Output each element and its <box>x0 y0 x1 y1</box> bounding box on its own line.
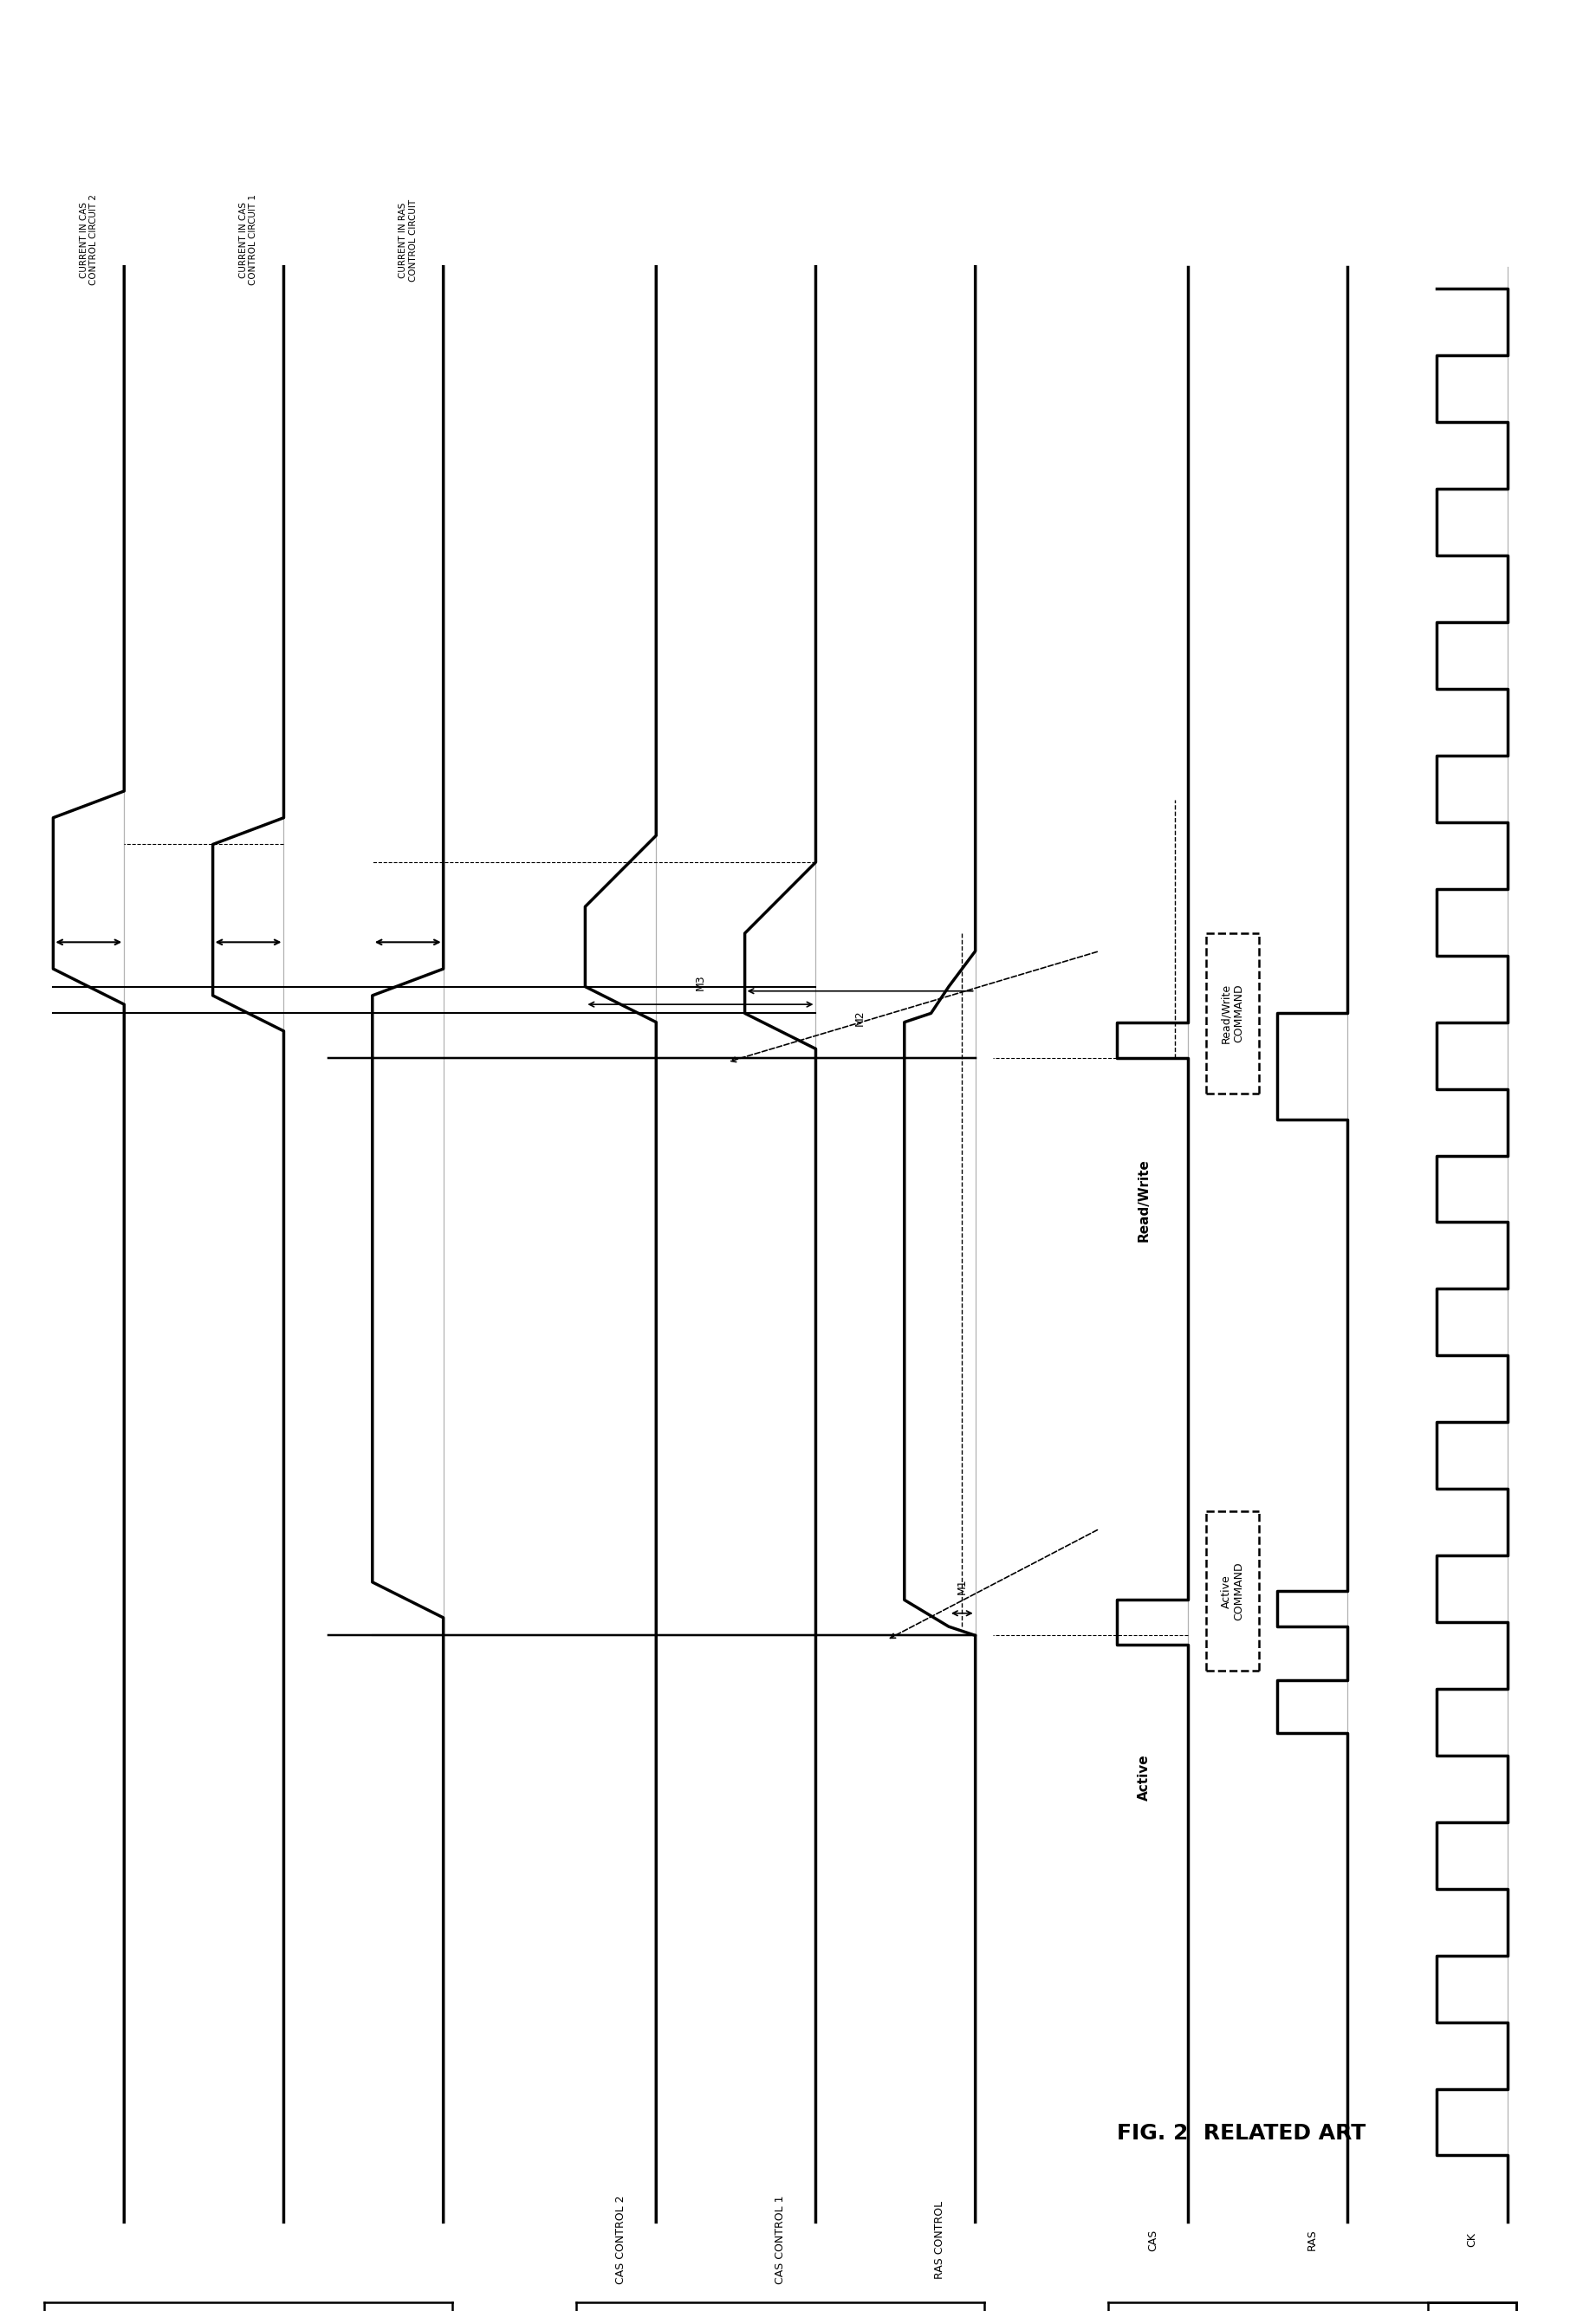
Text: CURRENT IN RAS
CONTROL CIRCUIT: CURRENT IN RAS CONTROL CIRCUIT <box>399 199 417 282</box>
Text: Active
COMMAND: Active COMMAND <box>1221 1562 1245 1620</box>
Text: Read/Write: Read/Write <box>1138 1158 1151 1241</box>
Text: Read/Write
COMMAND: Read/Write COMMAND <box>1221 984 1245 1042</box>
Text: M2: M2 <box>854 1010 865 1026</box>
Text: M1: M1 <box>956 1578 967 1595</box>
Text: M3: M3 <box>694 975 705 989</box>
Text: RAS CONTROL: RAS CONTROL <box>934 2200 945 2279</box>
Text: CAS: CAS <box>1148 2228 1159 2251</box>
Text: CAS CONTROL 1: CAS CONTROL 1 <box>774 2195 785 2283</box>
Text: FIG. 2  RELATED ART: FIG. 2 RELATED ART <box>1117 2124 1366 2145</box>
Text: RAS: RAS <box>1307 2230 1318 2251</box>
Text: CK: CK <box>1467 2232 1478 2246</box>
Text: CAS CONTROL 2: CAS CONTROL 2 <box>614 2195 626 2283</box>
Text: Active: Active <box>1138 1754 1151 1800</box>
Text: CURRENT IN CAS
CONTROL CIRCUIT 2: CURRENT IN CAS CONTROL CIRCUIT 2 <box>80 194 97 287</box>
Text: CURRENT IN CAS
CONTROL CIRCUIT 1: CURRENT IN CAS CONTROL CIRCUIT 1 <box>239 194 257 287</box>
